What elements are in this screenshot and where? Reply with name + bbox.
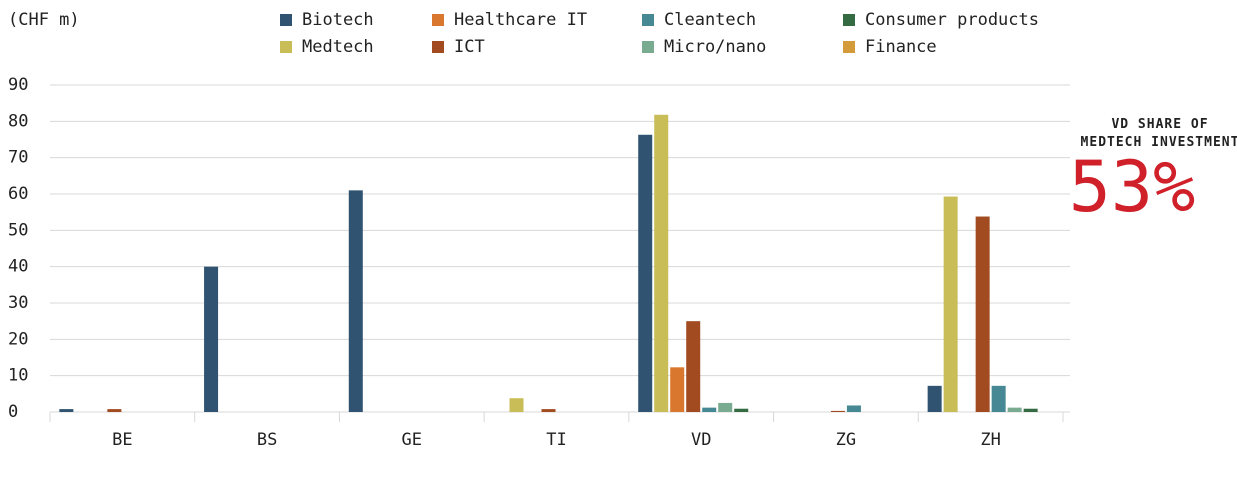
y-tick-label: 10: [8, 366, 28, 386]
annotation-title: VD SHARE OF MEDTECH INVESTMENT: [1081, 117, 1237, 150]
bar: [59, 409, 74, 412]
x-tick-label: VD: [691, 430, 711, 450]
bar: [702, 407, 717, 412]
y-axis-label: (CHF m): [8, 10, 80, 30]
bar: [927, 385, 942, 412]
bar: [846, 405, 861, 412]
y-tick-label: 70: [8, 148, 28, 168]
bar: [509, 398, 524, 412]
x-tick-label: TI: [546, 430, 566, 450]
legend-label: Consumer products: [865, 10, 1039, 30]
legend-swatch: [432, 14, 444, 26]
y-tick-label: 0: [8, 402, 18, 422]
bar: [734, 408, 749, 412]
y-tick-label: 50: [8, 220, 28, 240]
legend-swatch: [280, 41, 292, 53]
y-tick-label: 60: [8, 184, 28, 204]
bar: [348, 190, 363, 412]
legend-swatch: [280, 14, 292, 26]
bar: [670, 367, 685, 412]
legend-label: Micro/nano: [664, 37, 766, 57]
legend-label: Healthcare IT: [454, 10, 587, 30]
x-tick-label: ZG: [836, 430, 856, 450]
bar: [830, 410, 845, 412]
bar: [1007, 407, 1022, 412]
bar: [541, 409, 556, 412]
y-tick-label: 20: [8, 329, 28, 349]
y-tick-label: 90: [8, 75, 28, 95]
y-tick-label: 30: [8, 293, 28, 313]
legend-label: Cleantech: [664, 10, 756, 30]
bar: [686, 321, 701, 412]
legend-label: ICT: [454, 37, 485, 57]
legend-label: Biotech: [302, 10, 374, 30]
annotation-value: 53%: [1069, 146, 1195, 228]
bar: [204, 266, 219, 412]
bar: [975, 216, 990, 412]
x-tick-label: GE: [402, 430, 422, 450]
x-tick-label: ZH: [980, 430, 1000, 450]
bar: [638, 134, 653, 412]
bar: [718, 402, 733, 412]
bar: [654, 114, 669, 412]
y-tick-label: 40: [8, 257, 28, 277]
legend-label: Medtech: [302, 37, 374, 57]
x-tick-label: BS: [257, 430, 277, 450]
legend-swatch: [843, 41, 855, 53]
bar: [1023, 408, 1038, 412]
bar: [943, 196, 958, 412]
bar: [991, 385, 1006, 412]
x-tick-label: BE: [112, 430, 132, 450]
legend-label: Finance: [865, 37, 937, 57]
legend-swatch: [843, 14, 855, 26]
legend-swatch: [432, 41, 444, 53]
legend-swatch: [642, 41, 654, 53]
y-tick-label: 80: [8, 111, 28, 131]
bar: [107, 409, 122, 412]
legend-swatch: [642, 14, 654, 26]
